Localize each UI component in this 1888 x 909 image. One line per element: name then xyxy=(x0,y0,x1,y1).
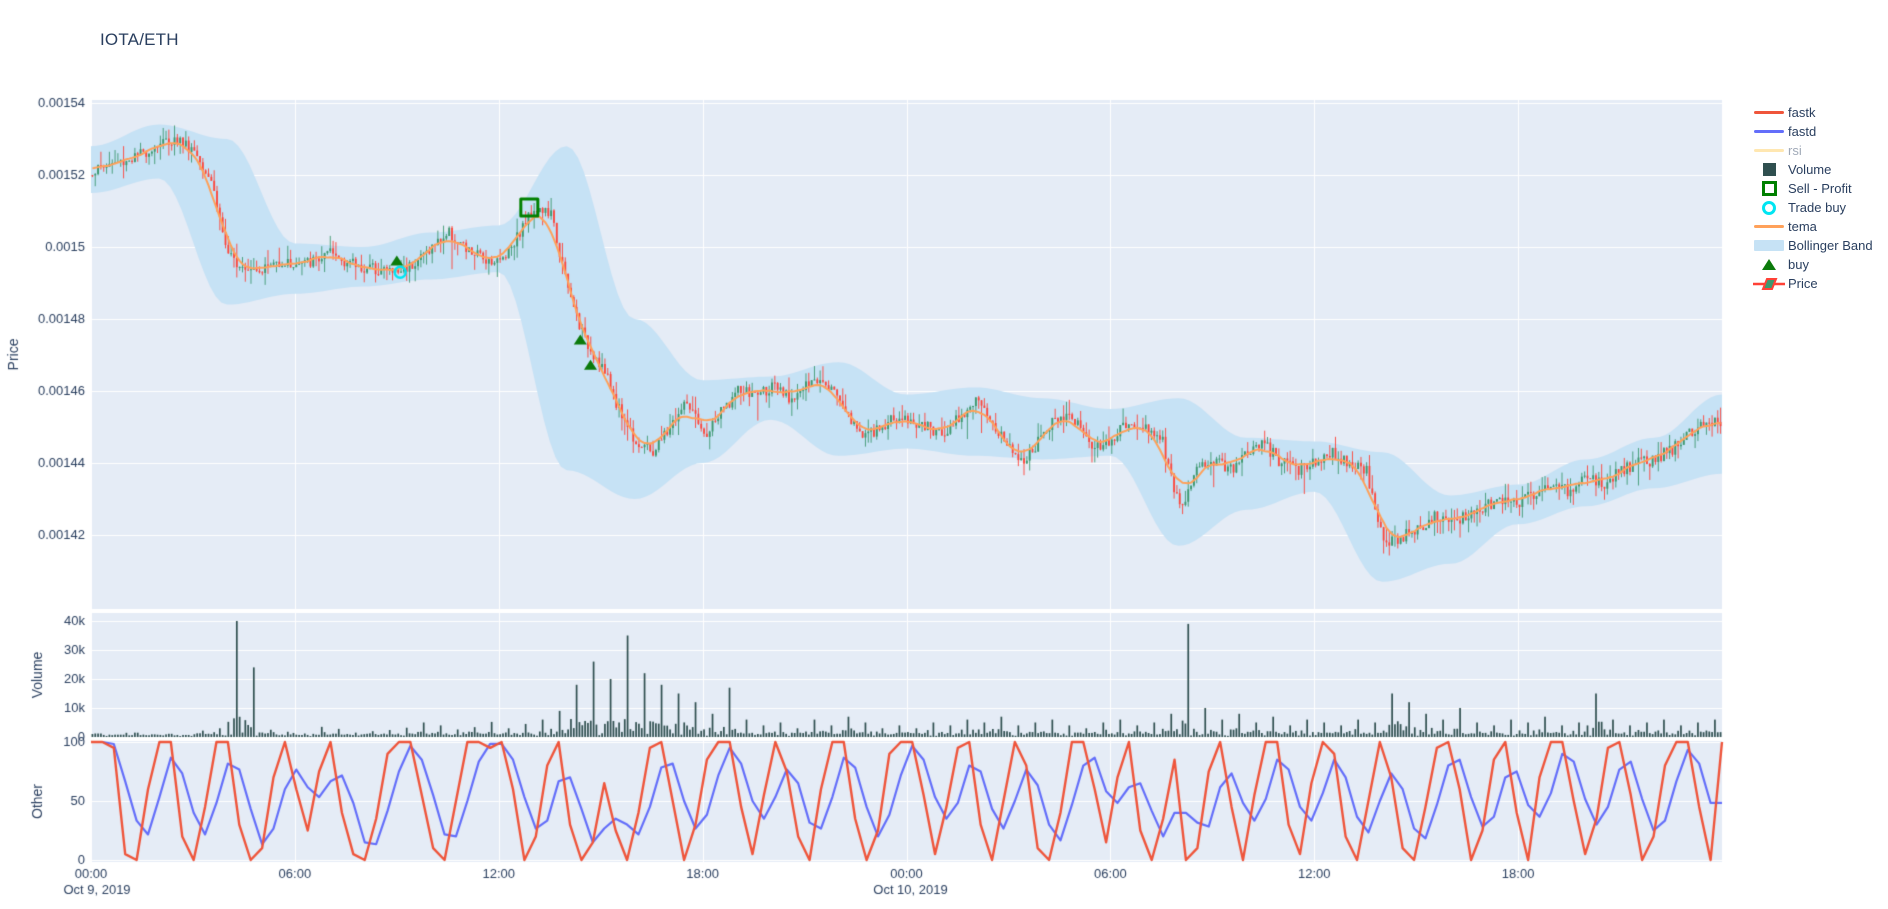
page-title: IOTA/ETH xyxy=(100,30,179,49)
legend-item-fastk[interactable]: fastk xyxy=(1750,103,1873,122)
legend-item-trade-buy[interactable]: Trade buy xyxy=(1750,198,1873,217)
legend-item-tema[interactable]: tema xyxy=(1750,217,1873,236)
legend-item-sell-profit[interactable]: Sell - Profit xyxy=(1750,179,1873,198)
fastk-legend-swatch-icon xyxy=(1750,111,1788,114)
legend-item-label: fastk xyxy=(1788,105,1816,120)
sell-profit-legend-swatch-icon xyxy=(1750,181,1788,196)
legend-item-label: Bollinger Band xyxy=(1788,238,1873,253)
legend-item-label: rsi xyxy=(1788,143,1802,158)
legend-item-label: Trade buy xyxy=(1788,200,1847,215)
volume-legend-swatch-icon xyxy=(1750,163,1788,176)
trade-buy-legend-swatch-icon xyxy=(1750,200,1788,215)
bollinger-legend-swatch-icon xyxy=(1750,240,1788,251)
legend-item-buy[interactable]: buy xyxy=(1750,255,1873,274)
rsi-legend-swatch-icon xyxy=(1750,149,1788,152)
legend-item-label: tema xyxy=(1788,219,1817,234)
legend-item-label: Price xyxy=(1788,276,1818,291)
price-legend-swatch-icon xyxy=(1750,277,1788,291)
legend-item-volume[interactable]: Volume xyxy=(1750,160,1873,179)
legend-item-label: buy xyxy=(1788,257,1809,272)
legend: fastk fastd rsi Volume Sell - Profit Trade bu… xyxy=(1750,103,1873,293)
legend-item-bollinger[interactable]: Bollinger Band xyxy=(1750,236,1873,255)
fastd-legend-swatch-icon xyxy=(1750,130,1788,133)
legend-item-label: Volume xyxy=(1788,162,1832,177)
tema-legend-swatch-icon xyxy=(1750,225,1788,228)
buy-legend-swatch-icon xyxy=(1750,259,1788,270)
legend-item-label: fastd xyxy=(1788,124,1817,139)
legend-item-price[interactable]: Price xyxy=(1750,274,1873,293)
legend-item-rsi[interactable]: rsi xyxy=(1750,141,1873,160)
legend-item-label: Sell - Profit xyxy=(1788,181,1852,196)
legend-item-fastd[interactable]: fastd xyxy=(1750,122,1873,141)
